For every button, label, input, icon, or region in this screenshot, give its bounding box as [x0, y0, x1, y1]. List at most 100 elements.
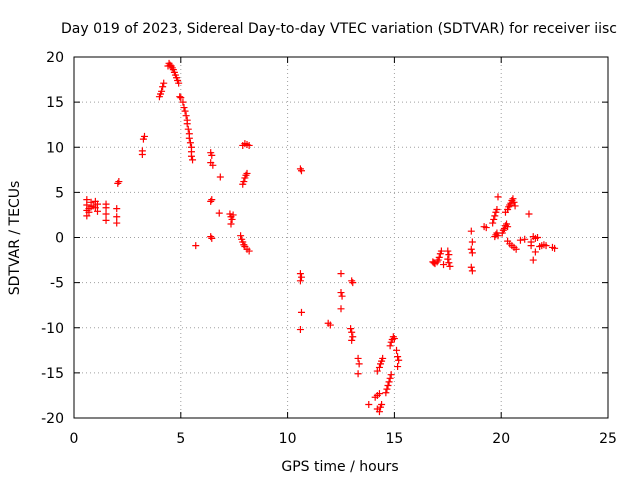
data-point	[245, 141, 253, 149]
data-point	[102, 216, 110, 224]
x-tick-label: 15	[385, 431, 403, 447]
data-point	[531, 248, 539, 256]
data-point	[159, 83, 167, 91]
y-tick-label: 10	[46, 140, 64, 156]
data-point	[384, 382, 392, 390]
data-point	[490, 215, 498, 223]
data-point	[445, 251, 453, 259]
chart-title: Day 019 of 2023, Sidereal Day-to-day VTE…	[61, 21, 617, 37]
data-point	[229, 211, 237, 219]
data-point	[240, 178, 248, 186]
data-point	[482, 224, 490, 232]
data-point	[375, 363, 383, 371]
data-point	[491, 212, 499, 220]
data-point	[493, 206, 501, 214]
data-point	[338, 292, 346, 300]
data-point	[437, 247, 445, 255]
data-point	[187, 152, 195, 160]
data-point	[347, 325, 355, 333]
data-point	[215, 209, 223, 217]
data-point	[337, 289, 345, 297]
data-point	[93, 207, 101, 215]
data-point	[525, 210, 533, 218]
data-point	[184, 125, 192, 133]
data-point	[468, 238, 476, 246]
y-tick-label: -15	[41, 366, 64, 382]
data-point	[382, 389, 390, 397]
data-point	[446, 262, 454, 270]
y-tick-label: -10	[41, 321, 64, 337]
data-point	[208, 196, 216, 204]
y-tick-label: 0	[55, 231, 64, 247]
data-point	[158, 87, 166, 95]
data-point	[177, 94, 185, 102]
data-point	[444, 247, 452, 255]
data-point	[467, 263, 475, 271]
data-point	[512, 245, 520, 253]
data-point	[489, 219, 497, 227]
data-point	[182, 112, 190, 120]
data-point	[393, 346, 401, 354]
data-point	[386, 374, 394, 382]
data-point	[349, 333, 357, 341]
data-point	[387, 371, 395, 379]
data-point	[140, 132, 148, 140]
data-point	[102, 210, 110, 218]
data-point	[296, 326, 304, 334]
data-point	[176, 93, 184, 101]
data-point	[378, 400, 386, 408]
axis-ticks: 0 5 10 15 20 25 -20 -15 -10 -5 0 5 10 15 20	[41, 50, 617, 447]
data-point	[467, 227, 475, 235]
x-tick-label: 20	[492, 431, 510, 447]
data-point	[509, 195, 517, 203]
data-point	[395, 356, 403, 364]
data-point	[468, 249, 476, 257]
data-point	[216, 173, 224, 181]
data-point	[435, 253, 443, 261]
data-point	[186, 139, 194, 147]
data-point	[85, 208, 93, 216]
data-point	[181, 107, 189, 115]
data-point	[91, 204, 99, 212]
data-point	[297, 308, 305, 316]
data-point	[494, 232, 502, 240]
data-point	[237, 232, 245, 240]
data-point	[245, 247, 253, 255]
data-point	[228, 215, 236, 223]
data-point	[115, 178, 123, 186]
data-point	[390, 335, 398, 343]
data-point	[138, 147, 146, 155]
data-point	[192, 242, 200, 250]
data-point	[510, 198, 518, 206]
data-point	[179, 98, 187, 106]
y-tick-label: 15	[46, 95, 64, 111]
data-point	[386, 342, 394, 350]
data-point	[296, 270, 304, 278]
data-point	[348, 336, 356, 344]
data-point	[185, 134, 193, 142]
data-point	[527, 242, 535, 250]
data-point	[227, 220, 235, 228]
data-point	[444, 255, 452, 263]
data-point	[430, 259, 438, 267]
data-point	[208, 234, 216, 242]
grid-lines	[74, 57, 608, 418]
data-point	[297, 167, 305, 175]
data-point	[113, 213, 121, 221]
data-point	[379, 354, 387, 362]
data-point	[93, 200, 101, 208]
x-tick-label: 25	[599, 431, 617, 447]
data-point	[183, 120, 191, 128]
data-point	[296, 277, 304, 285]
data-point	[551, 244, 559, 252]
y-tick-label: 20	[46, 50, 64, 66]
data-point	[113, 219, 121, 227]
data-point	[102, 204, 110, 212]
data-point	[365, 400, 373, 408]
plot-frame	[73, 56, 609, 419]
data-point	[337, 305, 345, 313]
x-axis-label: GPS time / hours	[281, 459, 398, 475]
data-point	[189, 156, 197, 164]
data-point	[113, 205, 121, 213]
